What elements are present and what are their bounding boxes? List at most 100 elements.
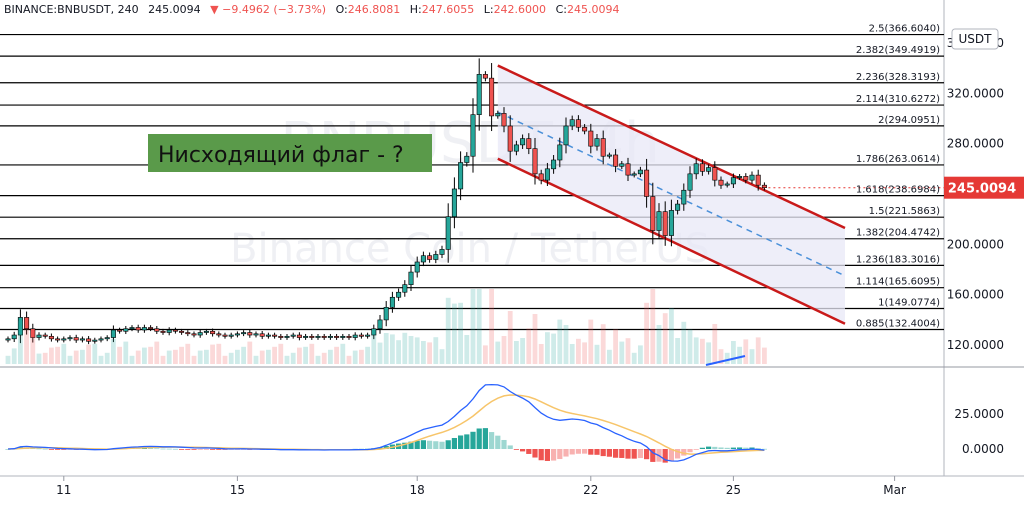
candle-body (439, 249, 445, 255)
macd-histogram-bar (48, 449, 54, 450)
price-change: ▼ −9.4962 (−3.73%) (210, 3, 326, 16)
candle-body (538, 173, 544, 181)
close-label: C: (556, 3, 567, 16)
macd-histogram-bar (557, 449, 563, 460)
volume-bar (538, 344, 544, 364)
candle-body (61, 338, 67, 341)
watermark-name: Binance Coin / TetherUS (230, 226, 710, 272)
candle-body (563, 125, 569, 146)
macd-histogram-bar (458, 435, 464, 449)
candle-body (290, 334, 296, 337)
macd-histogram-bar (532, 449, 538, 458)
descending-channel[interactable] (497, 64, 846, 325)
macd-histogram-bar (668, 449, 674, 461)
macd-histogram-bar (42, 448, 48, 450)
macd-histogram-bar (36, 448, 42, 450)
volume-bar (98, 355, 104, 364)
candle-body (135, 327, 141, 331)
volume-bar (458, 302, 463, 364)
candle-body (154, 328, 160, 332)
macd-histogram-bar (197, 449, 203, 450)
macd-histogram-bar (575, 449, 581, 454)
volume-bar (18, 321, 23, 364)
candle-body (30, 328, 36, 338)
time-tick-label: 25 (726, 483, 741, 497)
fib-labels: 0.885(132.4004) 1(149.0774) 1.114(165.6095… (856, 24, 940, 330)
candle-body (17, 317, 23, 336)
macd-histogram-bar (55, 449, 61, 450)
candle-body (210, 330, 216, 335)
volume-bar (197, 350, 203, 364)
time-axis[interactable]: 11 15 18 22 25 Mar (56, 476, 906, 497)
macd-histogram-bar (606, 449, 612, 457)
candle-body (699, 163, 705, 172)
volume-bar (700, 338, 705, 364)
legend-header[interactable]: BINANCE:BNBUSDT, 240 245.0094 ▼ −9.4962 … (4, 3, 619, 16)
volume-bar (545, 332, 550, 364)
candle-body (402, 284, 408, 293)
time-tick-label: 18 (410, 483, 425, 497)
macd-histogram-bar (737, 447, 743, 449)
macd-histogram-bar (644, 449, 650, 460)
low-label: L: (484, 3, 494, 16)
macd-histogram-bar (681, 449, 687, 456)
candle-body (619, 163, 625, 167)
volume-bar (749, 349, 755, 364)
currency-badge-text: USDT (959, 32, 993, 46)
candle-body (86, 338, 92, 342)
candle-body (569, 119, 575, 127)
volume-bar (470, 289, 476, 364)
price-tick-label: 120.0000 (947, 338, 1004, 352)
price-tick-label: 280.0000 (947, 137, 1004, 151)
macd-histogram-bar (501, 439, 507, 449)
macd-histogram-bar (712, 446, 718, 449)
candle-body (594, 138, 600, 147)
time-tick-label: 15 (230, 483, 245, 497)
macd-histogram-bar (154, 448, 160, 450)
macd-histogram-bar (179, 449, 185, 450)
price-axis[interactable]: 120.0000160.0000200.0000240.0000280.0000… (947, 36, 1004, 456)
time-tick-label: 11 (56, 483, 71, 497)
volume-bar (390, 334, 395, 364)
volume-bar (414, 337, 420, 364)
volume-bar (321, 352, 327, 364)
macd-histogram-bar (724, 447, 730, 449)
annotation-box[interactable] (148, 134, 432, 172)
volume-bar (123, 341, 129, 364)
macd-line (7, 383, 765, 462)
candle-body (346, 335, 352, 338)
candle-body (718, 179, 724, 186)
candle-body (544, 168, 550, 181)
candle-body (265, 334, 271, 337)
time-tick-label: 22 (583, 483, 598, 497)
candle-body (600, 138, 606, 157)
candle-body (755, 174, 761, 186)
macd-histogram-bar (563, 449, 569, 457)
macd-tick-label: 25.0000 (954, 407, 1004, 421)
volume-bar (135, 350, 141, 364)
macd-histogram-bar (675, 449, 681, 459)
macd-histogram-bar (210, 449, 216, 450)
macd-histogram-bar (755, 448, 761, 449)
candle-body (644, 169, 650, 197)
candle-body (55, 338, 61, 341)
volume-bar (204, 349, 209, 364)
macd-histogram-bar (191, 449, 197, 450)
fib-label: 1(149.0774) (878, 297, 940, 308)
volume-bar (185, 343, 191, 364)
volume-bar (600, 324, 606, 364)
currency-badge[interactable] (951, 28, 999, 50)
volume-bar (514, 341, 519, 364)
volume-bar (569, 344, 575, 364)
candle-body (92, 339, 98, 342)
macd-histogram-bar (377, 447, 383, 449)
candle-body (191, 333, 197, 336)
open-label: O: (336, 3, 348, 16)
volume-bar (737, 346, 742, 364)
volume-bar (681, 321, 687, 364)
macd-histogram-bar (588, 449, 594, 455)
macd-histogram-bar (594, 449, 600, 455)
candle-body (389, 296, 395, 308)
